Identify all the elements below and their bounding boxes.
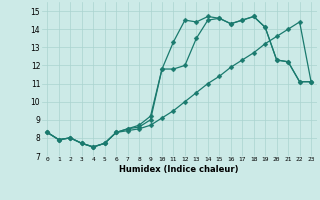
- X-axis label: Humidex (Indice chaleur): Humidex (Indice chaleur): [119, 165, 239, 174]
